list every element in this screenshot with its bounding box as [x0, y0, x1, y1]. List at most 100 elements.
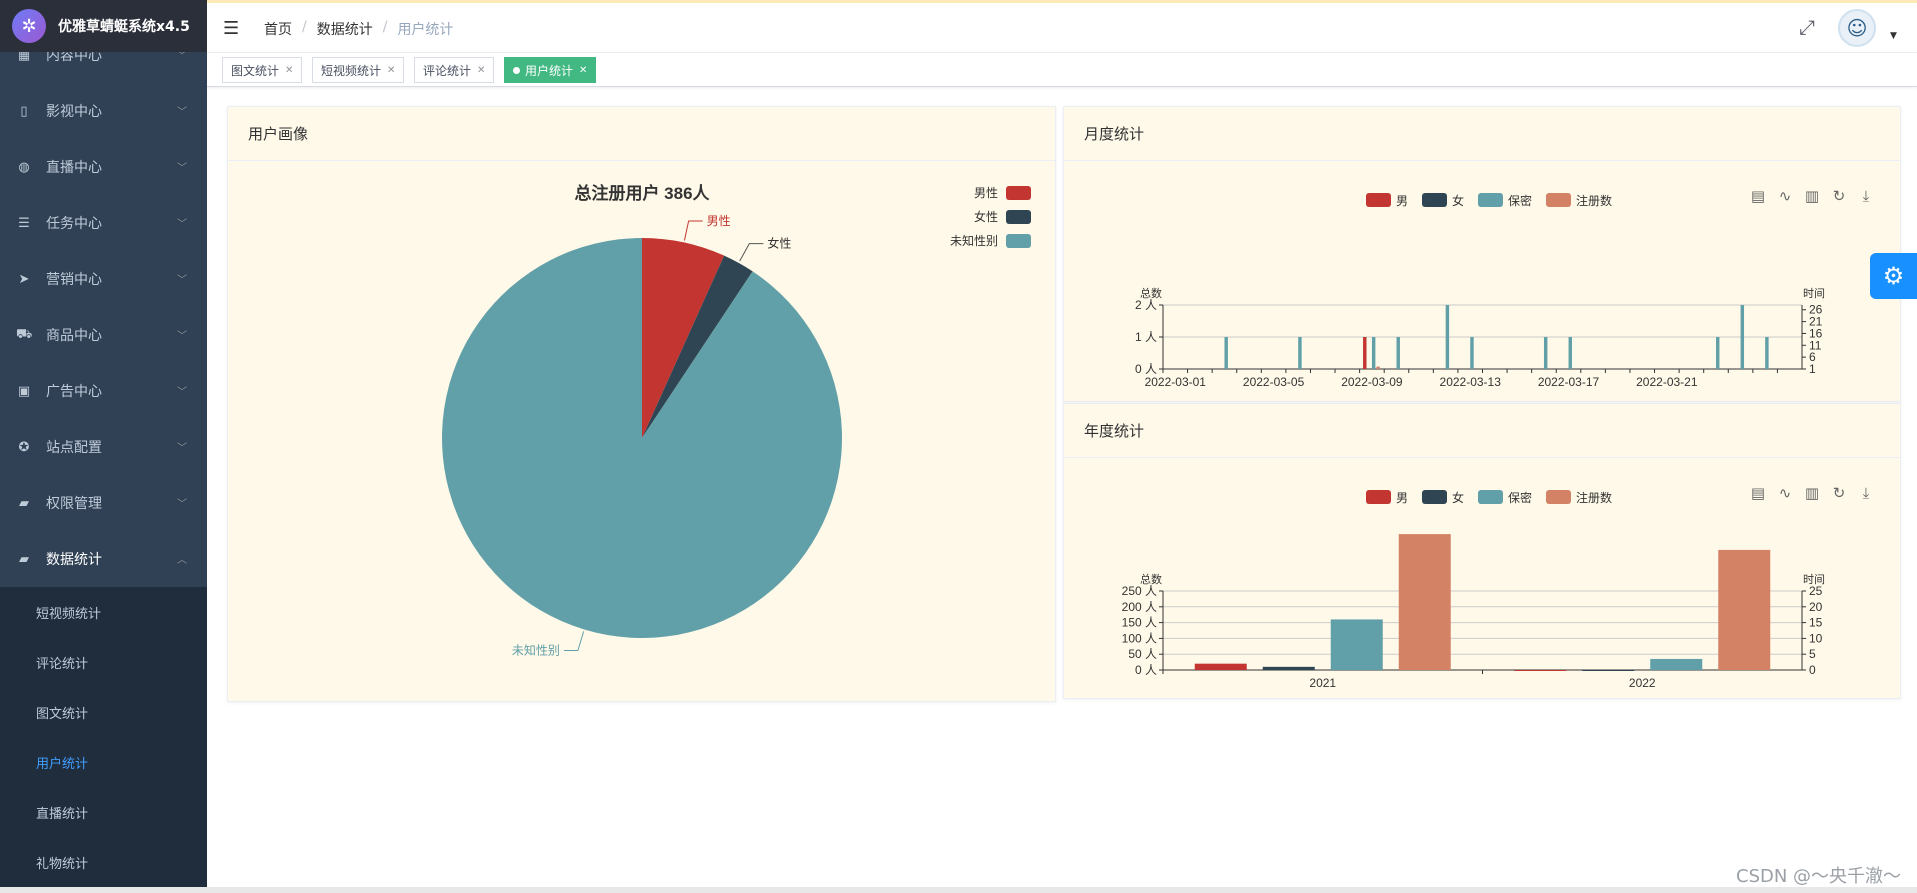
close-icon[interactable]: ✕	[477, 64, 486, 76]
pie-slice	[642, 238, 725, 438]
tag-user-stats[interactable]: 用户统计 ✕	[504, 57, 597, 83]
card-title: 年度统计	[1064, 404, 1900, 458]
legend-swatch	[1422, 193, 1447, 207]
app-title: 优雅草蜻蜓系统x4.5	[58, 19, 190, 35]
bar	[1396, 337, 1400, 369]
bar	[1514, 670, 1567, 671]
tag-label: 短视频统计	[321, 63, 382, 78]
y-axis-label: 总数	[1140, 572, 1162, 586]
y-right-tick-label: 15	[1809, 616, 1823, 630]
sidebar-item[interactable]: ☰ 任务中心 ﹀	[0, 195, 207, 251]
avatar[interactable]: ☺	[1838, 9, 1876, 47]
sidebar-item[interactable]: ▯ 影视中心 ﹀	[0, 83, 207, 139]
pie-label-line	[563, 631, 585, 652]
sidebar-subitem[interactable]: 直播统计	[36, 806, 89, 822]
sidebar-item[interactable]: ▣ 广告中心 ﹀	[0, 363, 207, 419]
pie-label-line	[683, 220, 703, 241]
y-tick-label: 150 人	[1122, 616, 1157, 630]
sidebar-item[interactable]: ➤ 营销中心 ﹀	[0, 251, 207, 307]
tag-label: 图文统计	[231, 63, 280, 78]
bar-chart-icon[interactable]: ▥	[1804, 187, 1820, 205]
y-right-tick-label: 26	[1809, 303, 1823, 317]
y-tick-label: 0 人	[1135, 362, 1157, 376]
sidebar-subitem[interactable]: 用户统计	[36, 756, 89, 772]
y-right-tick-label: 21	[1809, 315, 1823, 329]
sidebar-item-label: 直播中心	[46, 160, 102, 176]
breadcrumb-home[interactable]: 首页	[264, 22, 292, 38]
chevron-down-icon: ﹀	[177, 107, 187, 118]
sidebar-item-label: 权限管理	[46, 496, 102, 512]
refresh-icon[interactable]: ↻	[1832, 187, 1846, 205]
bottom-scrollbar[interactable]	[0, 887, 1917, 893]
sidebar-item[interactable]: ◍ 直播中心 ﹀	[0, 139, 207, 195]
tag-graphic-stats[interactable]: 图文统计 ✕	[222, 57, 303, 83]
data-view-icon[interactable]: ▤	[1750, 187, 1766, 205]
y-tick-label: 250 人	[1122, 584, 1157, 598]
x-tick-label: 2022-03-01	[1145, 375, 1207, 389]
active-dot-icon	[513, 66, 520, 74]
settings-gear-icon[interactable]: ⚙	[1870, 253, 1917, 299]
pie-slice	[642, 255, 753, 438]
user-portrait-card: 用户画像 总注册用户 386人 男性 女性 未知性别 男性 女性 未知性别	[227, 106, 1056, 702]
download-icon[interactable]: ⤓	[1862, 484, 1870, 502]
legend-swatch	[1478, 193, 1503, 207]
close-icon[interactable]: ✕	[285, 64, 294, 76]
y-tick-label: 50 人	[1128, 647, 1157, 661]
chart-toolbox: ▤ ∿ ▥ ↻ ⤓	[1750, 484, 1874, 502]
logo[interactable]: ✲ 优雅草蜻蜓系统x4.5	[0, 0, 207, 52]
tag-comment-stats[interactable]: 评论统计 ✕	[414, 57, 495, 83]
legend-label: 注册数	[1576, 193, 1612, 208]
card-title: 用户画像	[228, 107, 1055, 161]
sidebar-item-label: 站点配置	[46, 440, 102, 456]
legend-swatch	[1006, 186, 1031, 200]
caret-down-icon[interactable]: ▼	[1890, 31, 1897, 41]
y-right-tick-label: 11	[1809, 338, 1822, 352]
y-tick-label: 2 人	[1135, 298, 1157, 312]
bar	[1543, 337, 1548, 369]
sidebar-subitem[interactable]: 礼物统计	[36, 856, 89, 872]
bar	[1470, 337, 1474, 369]
sidebar-subitem[interactable]: 图文统计	[36, 706, 89, 722]
fullscreen-icon[interactable]: ⤢	[1799, 15, 1815, 39]
close-icon[interactable]: ✕	[579, 64, 588, 76]
sidebar-item[interactable]: ✪ 站点配置 ﹀	[0, 419, 207, 475]
breadcrumb-section[interactable]: 数据统计	[316, 22, 373, 38]
line-chart-icon[interactable]: ∿	[1778, 187, 1792, 205]
download-icon[interactable]: ⤓	[1862, 187, 1870, 205]
sidebar-item[interactable]: ⛟ 商品中心 ﹀	[0, 307, 207, 363]
x-tick-label: 2022-03-05	[1243, 375, 1305, 389]
list-icon: ☰	[18, 215, 30, 231]
bar	[1224, 337, 1228, 369]
sidebar-subitem[interactable]: 评论统计	[36, 656, 89, 672]
pie-label: 女性	[767, 236, 791, 251]
chevron-down-icon: ﹀	[177, 331, 187, 342]
lock-icon: ▰	[19, 495, 29, 511]
legend-label: 注册数	[1576, 490, 1612, 505]
sidebar-item[interactable]: ▰ 数据统计 ︿	[0, 531, 207, 587]
y-right-tick-label: 20	[1809, 600, 1823, 614]
line-chart-icon[interactable]: ∿	[1778, 484, 1792, 502]
bar-chart-icon[interactable]: ▥	[1804, 484, 1820, 502]
sidebar-item-label: 内容中心	[46, 48, 102, 64]
bar	[1716, 337, 1720, 369]
close-icon[interactable]: ✕	[387, 64, 396, 76]
breadcrumb-separator: /	[382, 19, 388, 35]
monthly-bar-chart: 男女保密 注册数总数 时间0 人1 人2 人16111621262022-03-01…	[1135, 193, 1825, 389]
legend-swatch	[1366, 193, 1391, 207]
refresh-icon[interactable]: ↻	[1832, 484, 1846, 502]
bar	[1376, 366, 1380, 369]
legend-label: 保密	[1508, 490, 1532, 505]
compass-icon: ✪	[18, 439, 30, 455]
sidebar-item[interactable]: ▰ 权限管理 ﹀	[0, 475, 207, 531]
book-icon: ▯	[20, 103, 28, 119]
y-right-tick-label: 10	[1809, 631, 1823, 645]
globe-icon: ◍	[18, 159, 30, 175]
tag-short-video-stats[interactable]: 短视频统计 ✕	[312, 57, 405, 83]
sidebar-subitem[interactable]: 短视频统计	[36, 606, 102, 622]
hamburger-icon[interactable]: ☰	[223, 18, 240, 39]
y-right-axis-label: 时间	[1803, 573, 1825, 586]
ad-icon: ▣	[17, 383, 31, 399]
data-view-icon[interactable]: ▤	[1750, 484, 1766, 502]
